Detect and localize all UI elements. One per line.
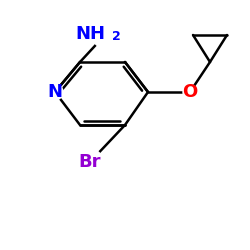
Text: 2: 2: [112, 30, 121, 44]
Text: NH: NH: [75, 25, 105, 43]
Circle shape: [47, 84, 63, 100]
Circle shape: [77, 149, 103, 175]
Text: N: N: [48, 83, 62, 101]
Text: Br: Br: [79, 153, 101, 171]
Circle shape: [183, 85, 197, 99]
Circle shape: [92, 22, 118, 48]
Text: O: O: [182, 83, 198, 101]
